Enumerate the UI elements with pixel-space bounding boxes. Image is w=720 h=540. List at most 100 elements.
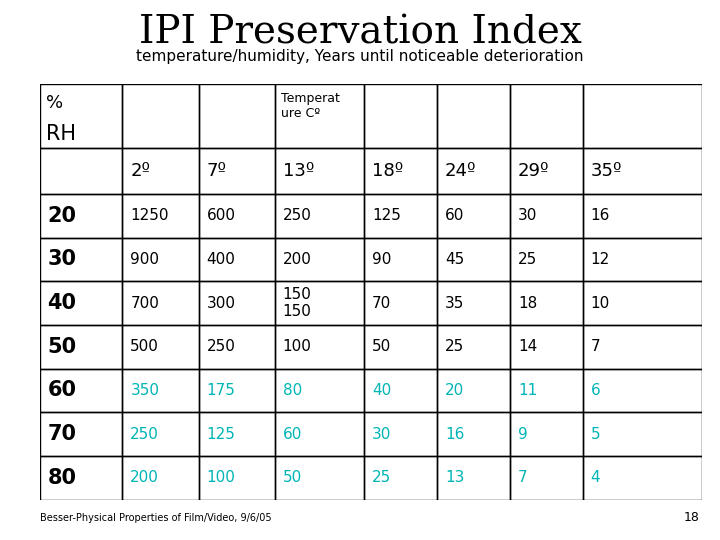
Text: 900: 900 [130, 252, 159, 267]
Bar [510, 368, 582, 412]
Text: 40: 40 [48, 293, 76, 313]
Bar [510, 456, 582, 500]
Bar [199, 238, 275, 281]
Bar [364, 194, 437, 238]
Text: 35: 35 [445, 295, 464, 310]
Bar [40, 368, 122, 412]
Bar [199, 368, 275, 412]
Bar [437, 456, 510, 500]
Text: 250: 250 [283, 208, 312, 223]
Text: 700: 700 [130, 295, 159, 310]
Bar [122, 238, 199, 281]
Text: 16: 16 [590, 208, 610, 223]
Text: 50: 50 [48, 337, 76, 357]
Text: 40: 40 [372, 383, 392, 398]
Text: Temperat
ure Cº: Temperat ure Cº [282, 92, 341, 120]
Bar [199, 281, 275, 325]
Text: 2º: 2º [130, 162, 150, 180]
Bar [122, 325, 199, 368]
Text: 20: 20 [445, 383, 464, 398]
Bar [122, 194, 199, 238]
Bar [364, 368, 437, 412]
Text: 18º: 18º [372, 162, 403, 180]
Bar [437, 412, 510, 456]
Bar [40, 281, 122, 325]
Text: 30: 30 [518, 208, 537, 223]
Text: 200: 200 [283, 252, 312, 267]
Bar [582, 84, 702, 148]
Text: 100: 100 [283, 339, 312, 354]
Text: 12: 12 [590, 252, 610, 267]
Text: 10: 10 [590, 295, 610, 310]
Bar [275, 412, 364, 456]
Bar [510, 194, 582, 238]
Text: 4: 4 [590, 470, 600, 485]
Bar [582, 412, 702, 456]
Text: 60: 60 [445, 208, 464, 223]
Bar [275, 325, 364, 368]
Bar [199, 194, 275, 238]
Bar [275, 148, 364, 194]
Text: 18: 18 [518, 295, 537, 310]
Bar [275, 194, 364, 238]
Bar [199, 325, 275, 368]
Bar [437, 194, 510, 238]
Bar [40, 325, 122, 368]
Bar [364, 281, 437, 325]
Bar [275, 281, 364, 325]
Bar [510, 148, 582, 194]
Bar [199, 412, 275, 456]
Bar [437, 325, 510, 368]
Bar [510, 412, 582, 456]
Bar [582, 368, 702, 412]
Text: 80: 80 [283, 383, 302, 398]
Text: 250: 250 [130, 427, 159, 442]
Bar [122, 456, 199, 500]
Text: 25: 25 [372, 470, 392, 485]
Text: 7º: 7º [207, 162, 227, 180]
Text: 600: 600 [207, 208, 235, 223]
Text: 350: 350 [130, 383, 159, 398]
Bar [437, 368, 510, 412]
Text: 25: 25 [445, 339, 464, 354]
Text: 16: 16 [445, 427, 464, 442]
Text: 25: 25 [518, 252, 537, 267]
Bar [40, 194, 122, 238]
Text: %: % [46, 94, 63, 112]
Bar [437, 281, 510, 325]
Text: temperature/humidity, Years until noticeable deterioration: temperature/humidity, Years until notice… [136, 49, 584, 64]
Text: 200: 200 [130, 470, 159, 485]
Bar [582, 456, 702, 500]
Text: 300: 300 [207, 295, 235, 310]
Text: IPI Preservation Index: IPI Preservation Index [138, 14, 582, 51]
Text: 100: 100 [207, 470, 235, 485]
Bar [364, 238, 437, 281]
Bar [582, 238, 702, 281]
Text: 13: 13 [445, 470, 464, 485]
Bar [40, 84, 122, 148]
Bar [437, 84, 510, 148]
Text: 9: 9 [518, 427, 528, 442]
Bar [582, 325, 702, 368]
Text: 175: 175 [207, 383, 235, 398]
Text: 14: 14 [518, 339, 537, 354]
Text: 30: 30 [48, 249, 76, 269]
Bar [364, 456, 437, 500]
Text: 24º: 24º [445, 162, 477, 180]
Text: 35º: 35º [590, 162, 622, 180]
Bar [122, 84, 199, 148]
Text: 50: 50 [283, 470, 302, 485]
Bar [122, 281, 199, 325]
Bar [364, 412, 437, 456]
Text: 90: 90 [372, 252, 392, 267]
Text: 11: 11 [518, 383, 537, 398]
Text: 7: 7 [518, 470, 528, 485]
Text: Besser-Physical Properties of Film/Video, 9/6/05: Besser-Physical Properties of Film/Video… [40, 512, 271, 523]
Bar [510, 281, 582, 325]
Bar [364, 84, 437, 148]
Text: RH: RH [46, 124, 76, 144]
Bar [275, 456, 364, 500]
Text: 150
150: 150 150 [283, 287, 312, 319]
Text: 30: 30 [372, 427, 392, 442]
Text: 20: 20 [48, 206, 76, 226]
